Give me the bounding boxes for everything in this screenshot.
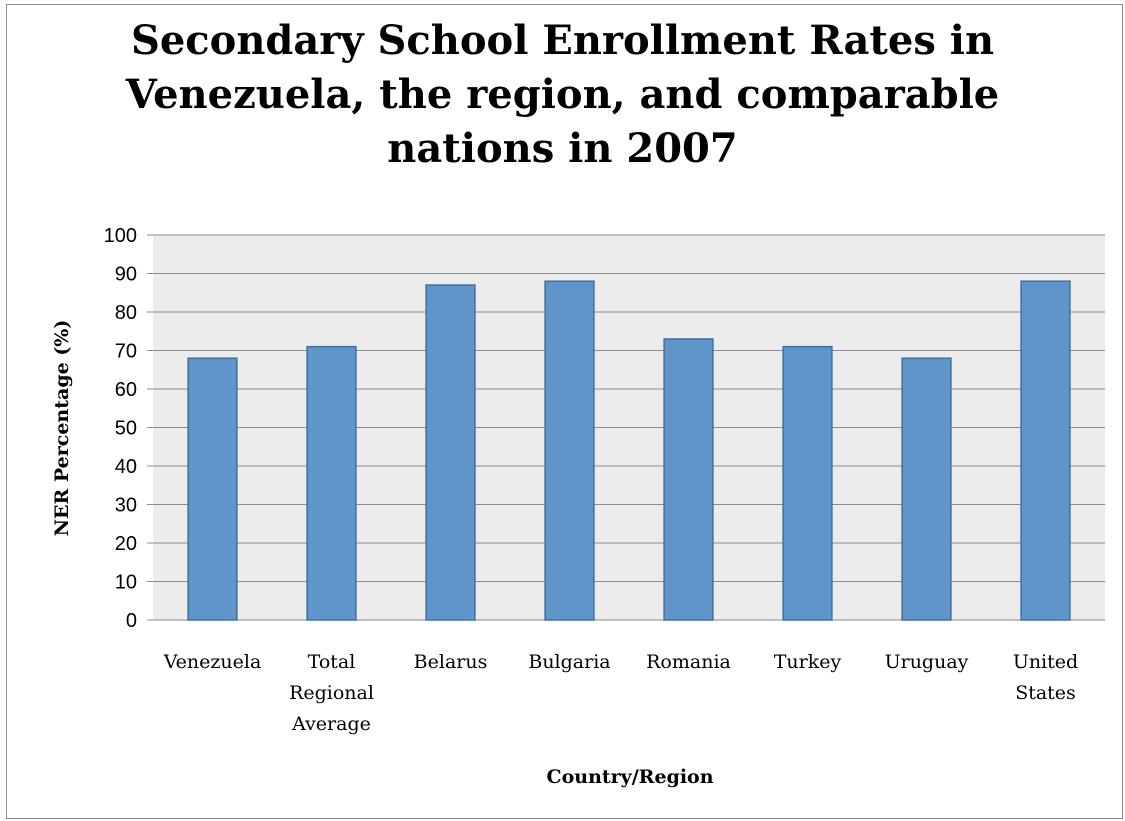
y-axis-label: NER Percentage (%) bbox=[51, 320, 73, 537]
y-tick-label: 100 bbox=[104, 225, 137, 247]
chart-title-line-1: Secondary School Enrollment Rates in bbox=[130, 17, 995, 64]
bar bbox=[544, 280, 595, 621]
y-tick-labels: 0 10 20 30 40 50 60 70 80 90 100 bbox=[104, 225, 137, 632]
y-tick-label: 50 bbox=[115, 418, 137, 440]
x-axis-label: Country/Region bbox=[546, 766, 713, 788]
x-tick-labels: Venezuela Total Regional Average Belarus Bulg… bbox=[163, 651, 1078, 735]
bar bbox=[901, 357, 952, 621]
y-tick-label: 10 bbox=[115, 572, 137, 594]
y-tick-label: 80 bbox=[115, 302, 137, 324]
bar bbox=[425, 284, 476, 621]
bar bbox=[306, 345, 357, 621]
x-tick-label: Uruguay bbox=[885, 651, 969, 673]
x-tick-label: Bulgaria bbox=[528, 651, 610, 673]
bar bbox=[1020, 280, 1071, 621]
bar bbox=[187, 357, 238, 621]
chart-title-line-2: Venezuela, the region, and comparable bbox=[125, 71, 1000, 118]
x-tick-label: Belarus bbox=[414, 651, 488, 673]
y-tick-label: 30 bbox=[115, 495, 137, 517]
y-tick-label: 20 bbox=[115, 533, 137, 555]
y-tick-label: 0 bbox=[126, 610, 137, 632]
y-tick-label: 40 bbox=[115, 456, 137, 478]
chart-title-line-3: nations in 2007 bbox=[387, 125, 738, 172]
x-tick-label: Total Regional Average bbox=[289, 651, 374, 735]
x-tick-label: Turkey bbox=[774, 651, 842, 673]
chart-title: Secondary School Enrollment Rates in Ven… bbox=[0, 14, 1125, 176]
bar bbox=[782, 345, 833, 621]
bar bbox=[663, 338, 714, 621]
y-tick-label: 90 bbox=[115, 264, 137, 286]
y-tick-label: 70 bbox=[115, 341, 137, 363]
x-tick-label: United States bbox=[1013, 651, 1078, 704]
bars bbox=[187, 280, 1071, 621]
x-tick-label: Venezuela bbox=[163, 651, 262, 673]
x-tick-label: Romania bbox=[646, 651, 731, 673]
y-tick-label: 60 bbox=[115, 379, 137, 401]
